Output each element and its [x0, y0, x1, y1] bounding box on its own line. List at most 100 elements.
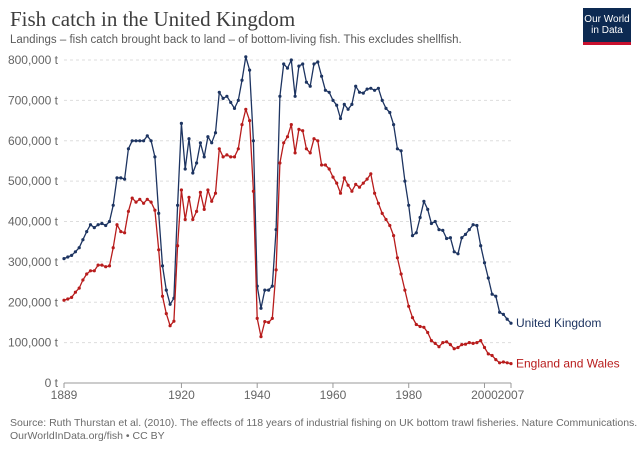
y-tick-label: 700,000 t — [8, 93, 59, 107]
data-point — [278, 161, 282, 165]
data-point — [111, 246, 115, 250]
data-point — [225, 94, 229, 98]
logo-line-2: in Data — [591, 25, 623, 36]
data-point — [448, 236, 452, 240]
data-point — [437, 228, 441, 232]
data-point — [107, 264, 112, 268]
data-point — [259, 335, 263, 339]
data-point — [399, 149, 403, 153]
data-point — [482, 345, 487, 350]
data-point — [414, 322, 418, 327]
data-point — [107, 219, 112, 224]
data-point — [70, 295, 74, 299]
data-point — [251, 189, 255, 193]
data-point — [138, 197, 142, 201]
data-point — [376, 86, 380, 90]
data-point — [130, 139, 134, 143]
logo-line-1: Our World — [584, 14, 630, 25]
data-point — [346, 183, 350, 187]
data-point — [206, 188, 210, 192]
data-point — [213, 191, 218, 195]
data-point — [501, 312, 505, 316]
data-point — [100, 221, 104, 226]
data-point — [304, 80, 308, 84]
data-point — [285, 66, 290, 70]
data-point — [92, 269, 96, 273]
data-point — [509, 321, 513, 325]
data-point — [126, 147, 130, 151]
data-point — [123, 231, 127, 235]
data-point — [316, 60, 320, 64]
data-point — [172, 319, 176, 323]
data-point — [179, 188, 183, 192]
data-point — [460, 343, 464, 347]
data-point — [77, 246, 81, 250]
data-point — [206, 135, 210, 139]
data-point — [384, 217, 388, 222]
data-point — [395, 256, 399, 260]
data-point — [376, 201, 380, 205]
data-point — [357, 185, 362, 189]
data-point — [456, 345, 460, 350]
data-point — [441, 228, 445, 232]
data-point — [392, 234, 396, 238]
data-point — [452, 347, 456, 351]
data-point — [255, 316, 259, 320]
data-point — [350, 102, 354, 106]
data-point — [267, 288, 271, 292]
data-point — [293, 151, 297, 155]
data-point — [505, 361, 509, 365]
data-point — [285, 135, 290, 139]
data-point — [395, 147, 399, 151]
data-point — [335, 103, 339, 107]
data-point — [202, 207, 206, 211]
data-point — [301, 129, 305, 133]
data-point — [384, 106, 388, 110]
data-point — [498, 361, 502, 365]
data-point — [142, 201, 146, 205]
y-tick-label: 100,000 t — [8, 336, 59, 350]
data-point — [195, 209, 199, 213]
data-point — [153, 155, 157, 159]
data-point — [475, 223, 479, 228]
data-point — [388, 223, 392, 228]
y-tick-label: 200,000 t — [8, 295, 59, 309]
data-point — [104, 265, 108, 269]
data-point — [66, 255, 70, 259]
x-tick-label: 1960 — [320, 388, 347, 402]
data-point — [323, 163, 327, 167]
data-point — [350, 189, 354, 193]
data-point — [338, 191, 343, 195]
data-point — [327, 90, 331, 94]
data-point — [331, 175, 335, 179]
data-point — [346, 107, 350, 111]
data-point — [278, 94, 282, 98]
data-point — [357, 90, 362, 94]
data-point — [176, 244, 180, 248]
data-point — [373, 191, 377, 195]
data-point — [168, 302, 172, 306]
data-point — [270, 284, 274, 288]
data-point — [270, 316, 274, 320]
data-point — [119, 230, 123, 234]
data-point — [160, 264, 165, 268]
data-point — [164, 288, 168, 292]
data-point — [142, 139, 146, 143]
data-point — [248, 119, 252, 123]
data-point — [153, 208, 157, 212]
data-point — [267, 320, 271, 324]
source-url[interactable]: OurWorldInData.org/fish • CC BY — [10, 430, 165, 442]
data-point — [361, 181, 365, 185]
data-point — [437, 345, 441, 349]
data-point — [183, 167, 187, 171]
data-point — [88, 223, 93, 227]
data-point — [331, 98, 335, 102]
data-point — [73, 290, 77, 294]
owid-logo[interactable]: Our World in Data — [583, 8, 631, 45]
data-point — [365, 87, 369, 91]
data-point — [145, 197, 149, 201]
data-point — [126, 209, 130, 213]
y-tick-label: 800,000 t — [8, 53, 59, 67]
data-point — [123, 177, 127, 181]
